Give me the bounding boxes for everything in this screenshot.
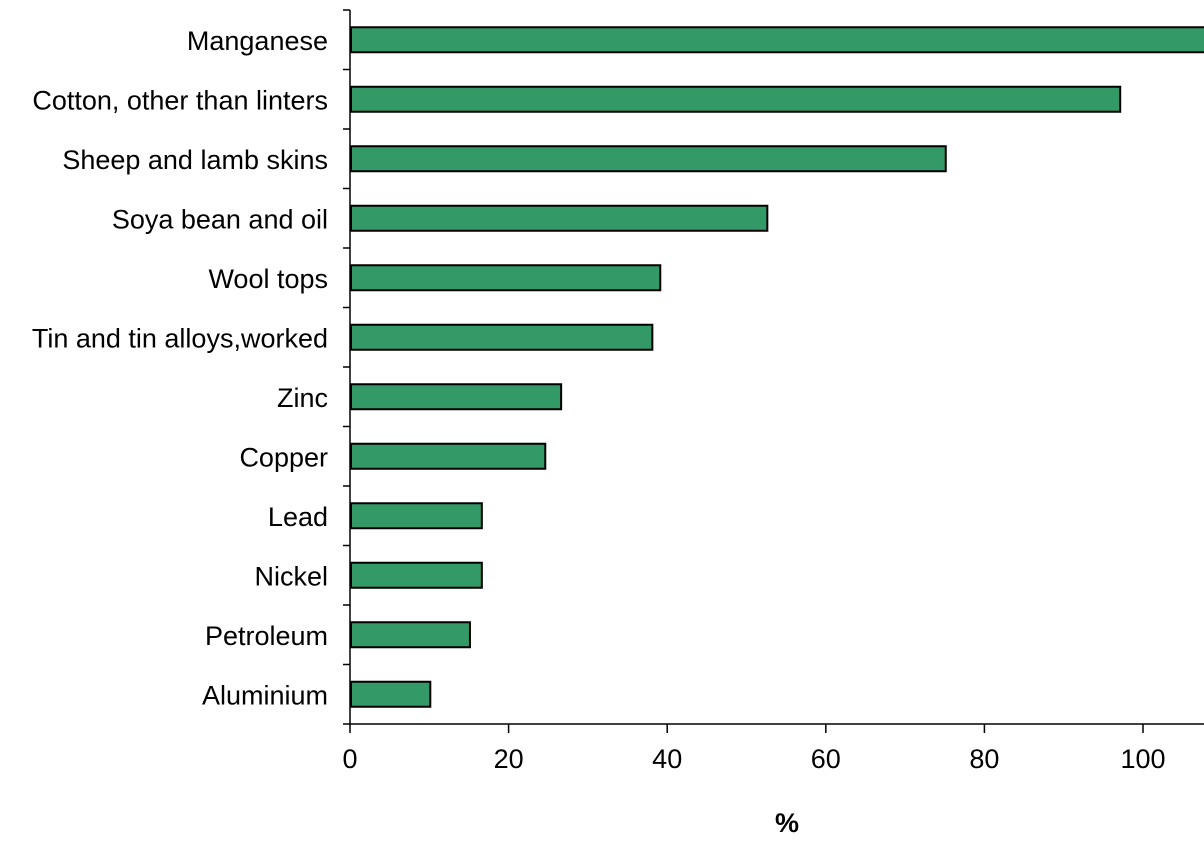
category-label: Sheep and lamb skins	[62, 145, 328, 175]
x-tick-label: 60	[811, 744, 841, 774]
category-label: Nickel	[254, 561, 328, 591]
bar	[350, 323, 654, 351]
category-label: Cotton, other than linters	[32, 85, 328, 115]
labels-layer: Manganese Cotton, other than linters Sheep…	[32, 26, 1166, 774]
axes-layer	[343, 9, 1204, 733]
bar	[350, 383, 563, 411]
bar	[350, 204, 769, 232]
x-tick-label: 20	[494, 744, 524, 774]
bar	[350, 85, 1122, 113]
category-label: Copper	[239, 442, 328, 472]
x-tick-label: 100	[1120, 744, 1165, 774]
category-label: Petroleum	[205, 621, 328, 651]
category-label: Zinc	[277, 383, 328, 413]
category-label: Wool tops	[208, 264, 328, 294]
bar	[350, 621, 471, 649]
x-tick-label: 0	[342, 744, 357, 774]
category-label: Soya bean and oil	[112, 204, 328, 234]
category-label: Aluminium	[202, 680, 328, 710]
bar	[350, 145, 947, 173]
category-label: Lead	[268, 502, 328, 532]
bar	[350, 561, 483, 589]
bars-layer	[350, 26, 1204, 708]
bar	[350, 264, 662, 292]
category-label: Manganese	[187, 26, 328, 56]
bar	[350, 442, 547, 470]
category-label: Tin and tin alloys,worked	[32, 323, 328, 353]
bar	[350, 502, 483, 530]
x-tick-label: 40	[652, 744, 682, 774]
x-tick-label: 80	[969, 744, 999, 774]
bar	[350, 680, 432, 708]
bar	[350, 26, 1204, 54]
x-axis-title: %	[775, 808, 799, 838]
